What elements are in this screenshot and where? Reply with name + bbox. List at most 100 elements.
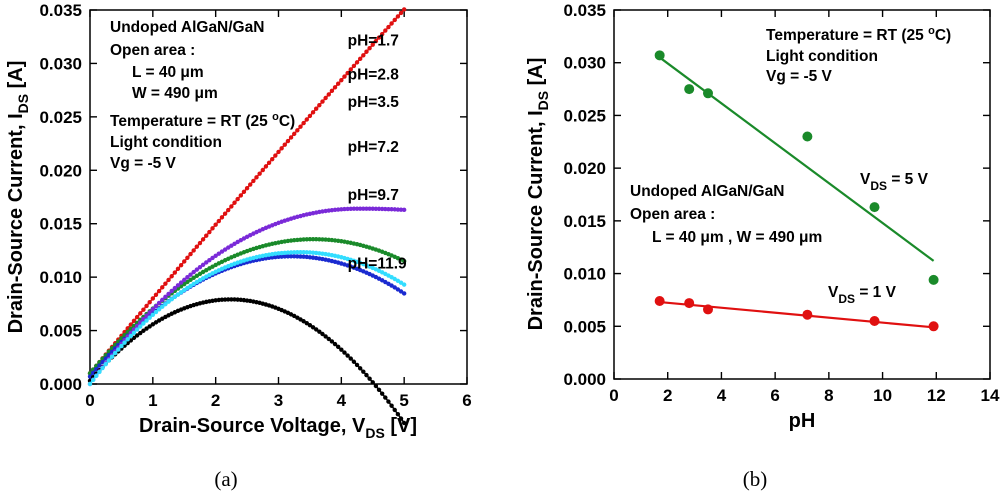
iv-point	[185, 285, 190, 291]
y-axis-label-b-tail: [A]	[525, 58, 547, 91]
iv-point	[314, 237, 319, 242]
iv-point	[357, 56, 363, 62]
iv-point	[248, 182, 253, 187]
iv-point	[188, 277, 193, 283]
y-tick-label: 0.030	[563, 54, 606, 73]
temperature-a-sup: o	[272, 111, 279, 123]
light-condition-a: Light condition	[110, 134, 222, 151]
iv-point	[185, 255, 190, 260]
y-tick-label: 0.015	[563, 212, 606, 231]
series-label-ph-1-7: pH=1.7	[348, 32, 399, 49]
iv-point	[134, 314, 140, 320]
iv-point	[134, 333, 140, 338]
y-axis-label-a-tail: [A]	[5, 61, 27, 94]
iv-point	[376, 387, 382, 392]
iv-point	[398, 289, 404, 294]
axis-ticks-a: 0 1 2 3 4 5 6 0.000 0.005 0.010 0.015 0.020 0.025 0.0…	[39, 1, 471, 410]
series-group-a	[87, 7, 407, 426]
iv-point	[207, 229, 212, 235]
iv-point	[204, 233, 209, 238]
iv-point	[166, 291, 171, 297]
iv-point	[320, 99, 325, 104]
iv-point	[153, 303, 159, 309]
iv-point	[295, 250, 300, 255]
data-point	[703, 304, 713, 315]
data-point	[802, 309, 813, 320]
series-labels-a: pH=1.7 pH=2.8 pH=3.5 pH=7.2 pH=9.7 pH=11.9	[348, 32, 407, 272]
iv-point	[351, 359, 357, 364]
iv-point	[288, 135, 294, 140]
iv-point	[172, 285, 178, 291]
series-label-vds-1-tail: = 1 V	[855, 284, 897, 301]
iv-point	[345, 70, 350, 76]
x-tick-label: 5	[399, 391, 408, 410]
plot-frame-b	[613, 9, 991, 380]
iv-point	[326, 336, 331, 342]
x-tick-label: 6	[462, 391, 471, 410]
iv-point	[342, 350, 347, 355]
iv-point	[125, 337, 130, 342]
iv-point	[301, 254, 306, 259]
iv-point	[345, 353, 350, 358]
series-group-b	[654, 50, 939, 332]
iv-point	[392, 407, 397, 413]
iv-point	[219, 249, 225, 254]
iv-point	[329, 88, 335, 94]
y-tick-label: 0.020	[563, 159, 606, 178]
iv-point	[141, 307, 146, 312]
iv-point	[285, 250, 291, 255]
x-tick-label: 14	[981, 386, 1000, 405]
iv-point	[354, 362, 360, 368]
iv-point	[197, 264, 203, 270]
iv-point	[351, 63, 357, 69]
iv-point	[138, 330, 143, 336]
iv-point	[144, 326, 149, 331]
iv-point	[386, 24, 391, 30]
iv-point	[295, 254, 300, 259]
x-tick-label: 4	[337, 391, 347, 410]
iv-point	[222, 247, 228, 252]
iv-point	[307, 113, 313, 119]
iv-point	[335, 344, 341, 350]
temperature-a-main: Temperature = RT (25	[110, 113, 272, 130]
iv-point	[386, 399, 391, 404]
iv-point	[169, 296, 174, 302]
iv-point	[182, 277, 187, 283]
y-axis-label-b: Drain-Source Current, IDS [A]	[525, 58, 551, 331]
series-label-ph-11-9: pH=11.9	[348, 256, 407, 273]
y-tick-label: 0.010	[39, 268, 82, 287]
iv-point	[244, 185, 250, 191]
iv-point	[134, 327, 140, 332]
iv-point	[185, 279, 190, 285]
iv-point	[131, 318, 137, 324]
iv-point	[361, 369, 366, 374]
temperature-label-a: Temperature = RT (25 oC)	[110, 111, 295, 130]
y-axis-label-a: Drain-Source Current, IDS [A]	[5, 61, 31, 334]
annotation-a-line-2: Open area :	[110, 42, 195, 59]
iv-point	[122, 340, 127, 345]
iv-point	[326, 92, 331, 97]
iv-point	[109, 346, 115, 351]
iv-point	[395, 207, 401, 212]
y-tick-label: 0.035	[39, 1, 82, 20]
iv-series-ph-9-7	[87, 206, 407, 387]
iv-point	[310, 110, 316, 115]
iv-point	[310, 236, 316, 242]
iv-point	[131, 327, 137, 332]
iv-point	[361, 206, 366, 211]
iv-point	[156, 288, 162, 294]
iv-point	[401, 207, 407, 213]
iv-point	[304, 117, 309, 122]
iv-point	[364, 206, 369, 211]
iv-point	[357, 206, 363, 211]
iv-point	[147, 315, 152, 320]
iv-point	[175, 283, 181, 288]
iv-point	[144, 318, 149, 323]
series-label-vds-5-sub: DS	[870, 179, 887, 193]
iv-point	[188, 283, 193, 289]
iv-point	[106, 358, 112, 363]
iv-point	[364, 49, 369, 54]
iv-point	[207, 257, 212, 263]
series-label-vds-1: VDS = 1 V	[828, 284, 897, 306]
panel-caption-b: (b)	[743, 467, 768, 491]
